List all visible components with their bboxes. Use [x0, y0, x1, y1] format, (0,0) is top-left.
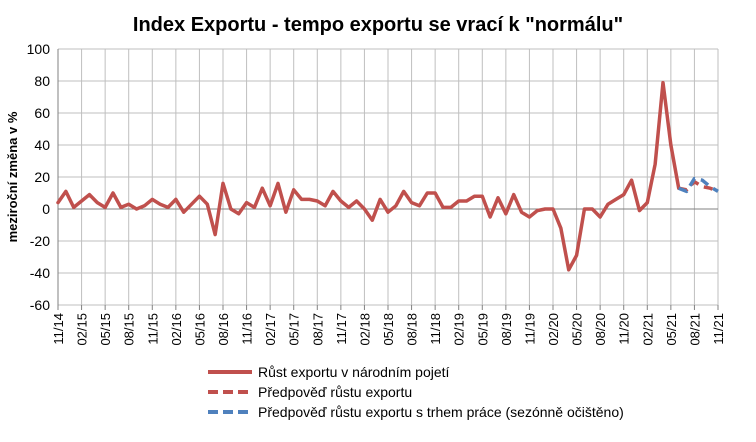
x-tick-label: 08/16	[216, 313, 231, 346]
x-tick-label: 11/20	[617, 313, 632, 345]
legend-item-series-1: Růst exportu v národním pojetí	[208, 362, 624, 382]
legend-swatch-solid-red	[208, 370, 252, 374]
x-tick-label: 02/16	[169, 313, 184, 346]
y-tick-label: 0	[42, 201, 50, 217]
y-tick-label: 80	[34, 73, 50, 89]
x-tick-label: 08/19	[499, 313, 514, 346]
x-tick-label: 08/18	[405, 313, 420, 346]
x-tick-label: 11/15	[145, 313, 160, 345]
x-tick-label: 05/16	[192, 313, 207, 346]
x-tick-label: 08/21	[687, 313, 702, 346]
x-tick-label: 02/15	[75, 313, 90, 346]
x-tick-label: 11/17	[334, 313, 349, 345]
x-tick-label: 02/18	[357, 313, 372, 346]
x-tick-label: 02/21	[640, 313, 655, 346]
x-tick-label: 05/18	[381, 313, 396, 346]
y-axis-label: meziroční změna v %	[5, 111, 20, 242]
legend-label: Předpověď růstu exportu s trhem práce (s…	[258, 404, 624, 420]
x-tick-label: 05/19	[475, 313, 490, 346]
x-tick-label: 05/20	[570, 313, 585, 346]
y-tick-label: 40	[34, 137, 50, 153]
x-tick-label: 02/17	[263, 313, 278, 346]
x-tick-label: 05/17	[287, 313, 302, 346]
legend-swatch-dashed-blue	[208, 410, 252, 414]
legend: Růst exportu v národním pojetí Předpověď…	[208, 362, 624, 422]
x-tick-label: 08/20	[593, 313, 608, 346]
series-line-1	[56, 80, 681, 272]
y-tick-label: -60	[30, 297, 50, 313]
x-tick-label: 11/16	[240, 313, 255, 345]
x-tick-label: 05/21	[664, 313, 679, 346]
x-tick-label: 08/17	[310, 313, 325, 346]
x-tick-label: 02/19	[452, 313, 467, 346]
x-tick-label: 02/20	[546, 313, 561, 346]
legend-label: Růst exportu v národním pojetí	[258, 364, 450, 380]
x-tick-label: 08/15	[122, 313, 137, 346]
x-tick-label: 11/14	[51, 313, 66, 345]
chart-title: Index Exportu - tempo exportu se vrací k…	[132, 14, 624, 36]
y-tick-label: -40	[30, 265, 50, 281]
legend-swatch-dashed-red	[208, 390, 252, 394]
legend-item-series-2: Předpověď růstu exportu	[208, 382, 624, 402]
series-line-3	[678, 176, 719, 194]
x-tick-label: 11/18	[428, 313, 443, 345]
legend-item-series-3: Předpověď růstu exportu s trhem práce (s…	[208, 402, 624, 422]
x-tick-label: 05/15	[98, 313, 113, 346]
y-tick-label: -20	[30, 233, 50, 249]
y-tick-label: 60	[34, 105, 50, 121]
x-tick-label: 11/19	[522, 313, 537, 345]
y-tick-label: 100	[27, 41, 51, 57]
x-tick-label: 11/21	[711, 313, 726, 345]
y-tick-label: 20	[34, 169, 50, 185]
legend-label: Předpověď růstu exportu	[258, 384, 413, 400]
